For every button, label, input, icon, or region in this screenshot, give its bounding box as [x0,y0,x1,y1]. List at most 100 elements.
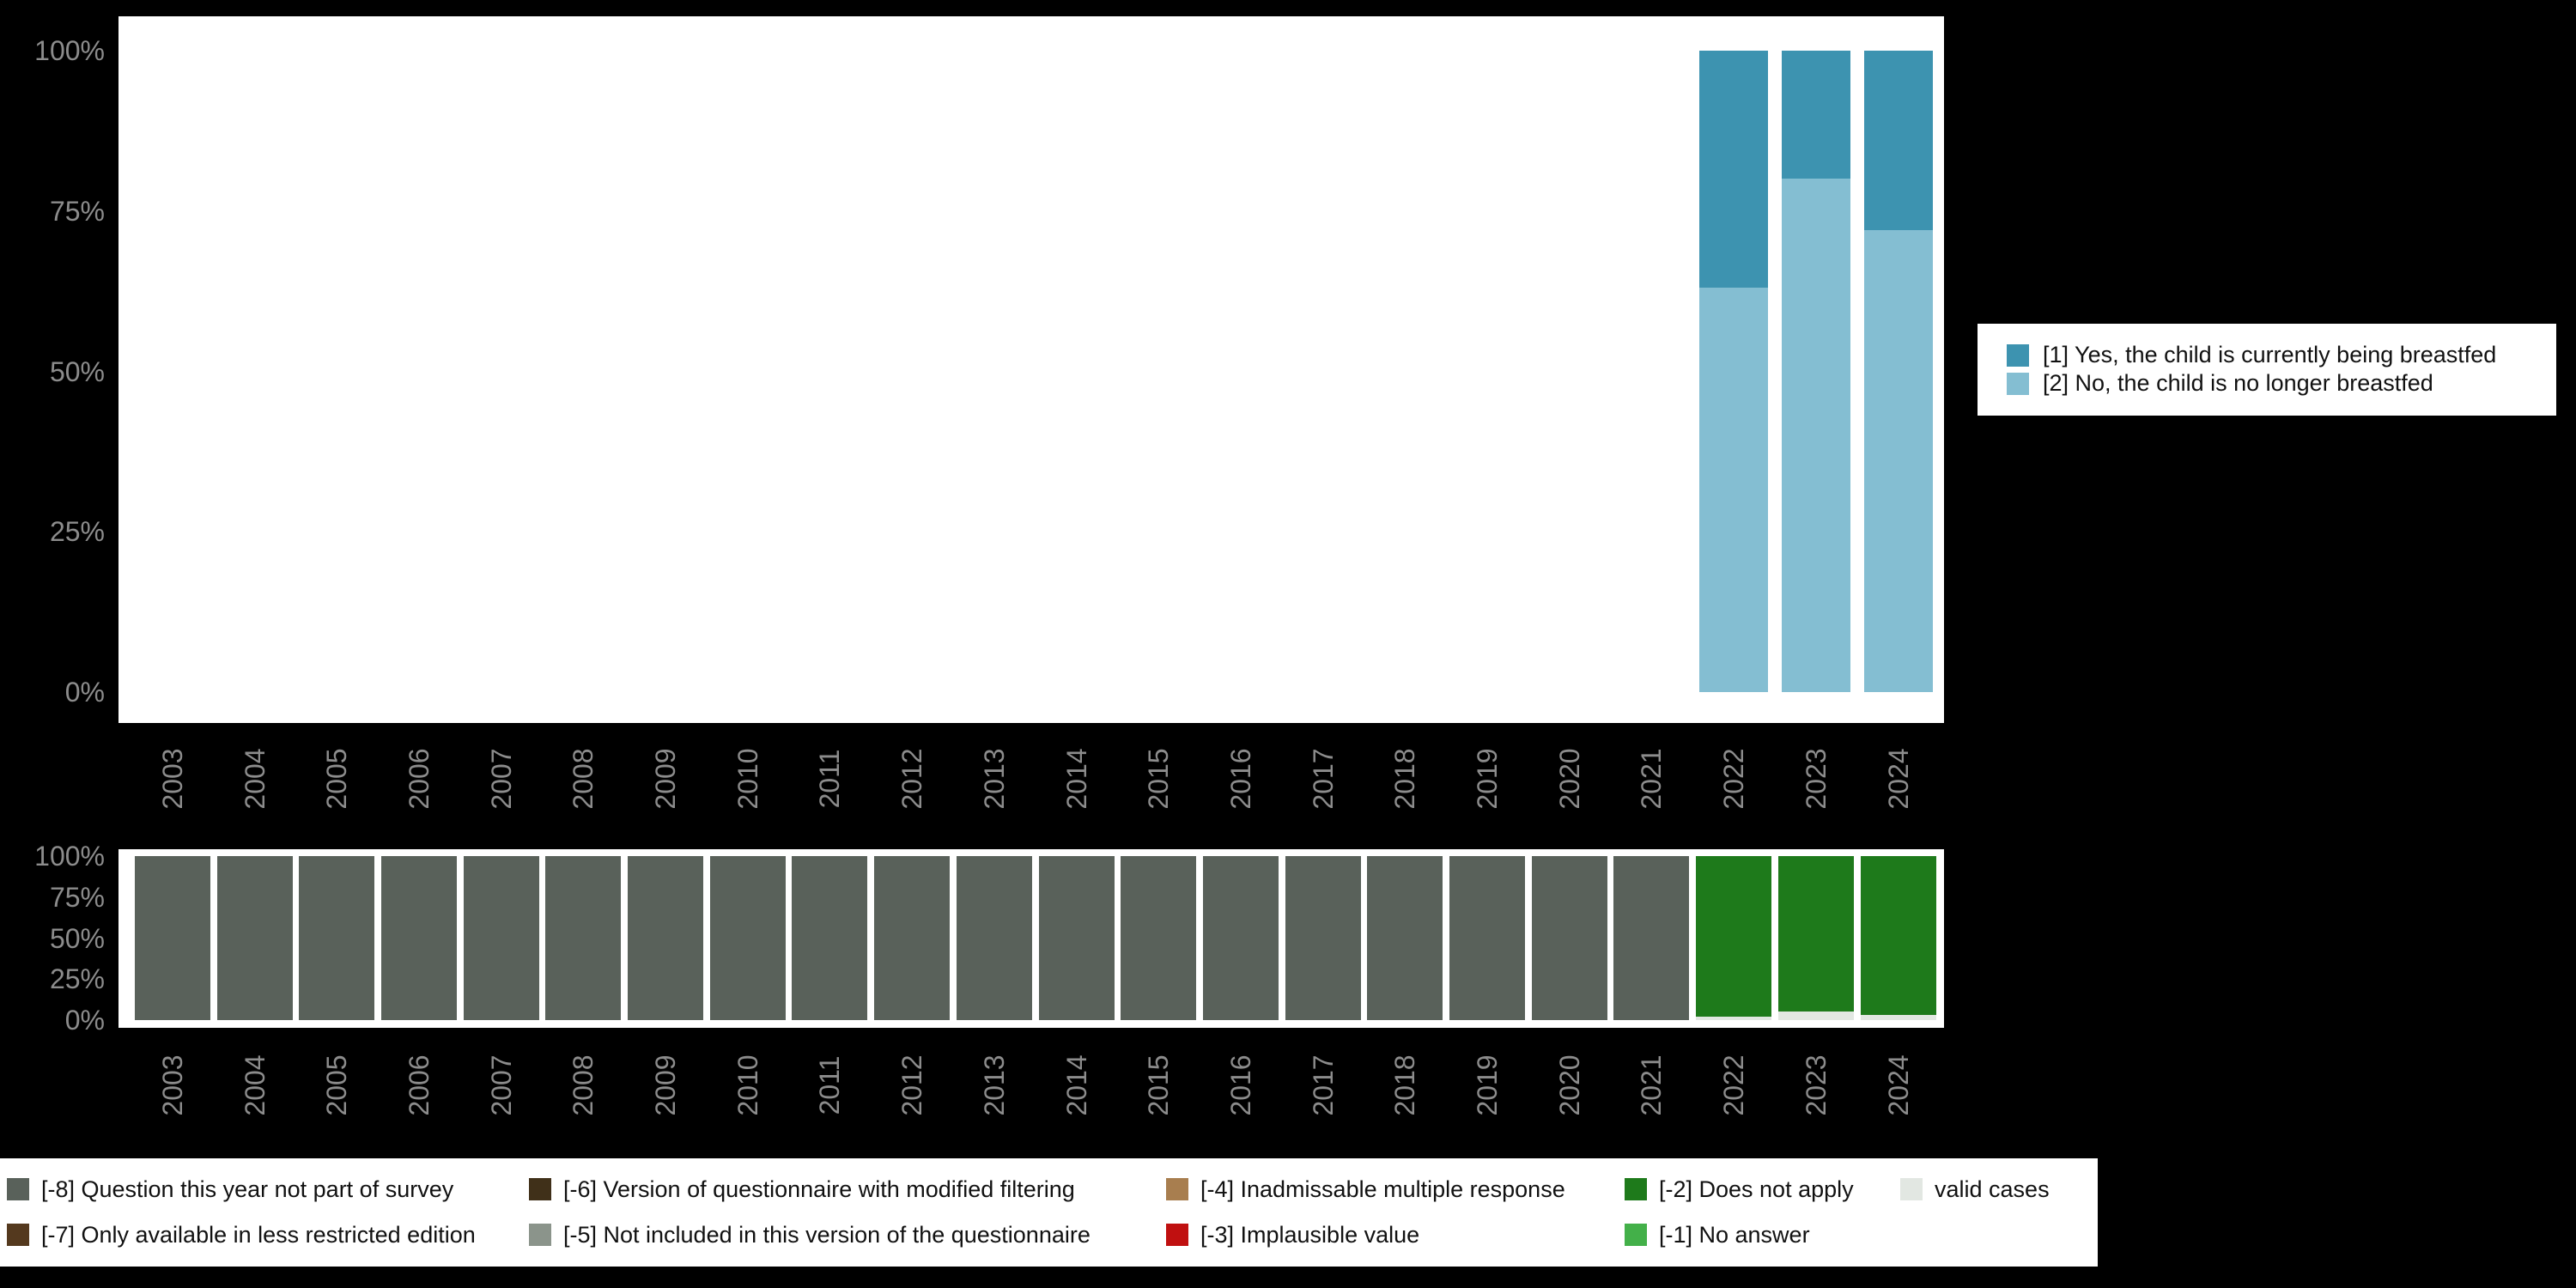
x-tick-label: 2012 [896,748,928,810]
y-tick-label: 75% [49,195,105,227]
y-tick-label: 0% [64,677,105,708]
legend-swatch [1900,1178,1923,1200]
bar-segment-2023[interactable] [1781,51,1850,179]
legend-swatch [529,1178,551,1200]
y-tick-label: 75% [49,881,105,913]
breastfeeding-chart-plot [118,16,1944,723]
bar-segment-2024[interactable] [1860,856,1936,1016]
x-tick-label: 2014 [1060,1054,1092,1116]
x-tick-label: 2004 [239,748,270,810]
x-tick-label: 2006 [403,1054,434,1116]
x-tick-label: 2020 [1553,748,1585,810]
bar-segment-2015[interactable] [1121,856,1197,1020]
bar-segment-2021[interactable] [1613,856,1690,1020]
bar-segment-2024[interactable] [1863,51,1933,231]
bar-segment-2022[interactable] [1699,288,1769,692]
bar-segment-2006[interactable] [380,856,457,1020]
bar-segment-2008[interactable] [545,856,622,1020]
legend-label: [-7] Only available in less restricted e… [41,1221,476,1248]
x-tick-label: 2020 [1553,1054,1585,1116]
x-tick-label: 2008 [568,1054,599,1116]
bar-segment-2012[interactable] [874,856,951,1020]
x-tick-label: 2011 [814,749,846,809]
x-tick-label: 2013 [978,1054,1010,1116]
bar-segment-2023[interactable] [1777,1012,1854,1020]
legend-swatch [529,1224,551,1246]
bar-segment-2022[interactable] [1696,856,1772,1018]
x-tick-label: 2004 [239,1054,270,1116]
legend-label: [-3] Implausible value [1200,1221,1420,1248]
x-tick-label: 2012 [896,1054,928,1116]
x-tick-label: 2015 [1143,1054,1175,1116]
legend-entry: [-3] Implausible value [1166,1214,1625,1255]
x-tick-label: 2017 [1307,1054,1339,1116]
breastfeeding-legend: [1] Yes, the child is currently being br… [1978,324,2556,416]
legend-swatch [1166,1224,1188,1246]
y-tick-label: 100% [34,35,105,66]
bar-segment-2007[interactable] [463,856,539,1020]
bar-segment-2022[interactable] [1699,51,1769,289]
bar-segment-2009[interactable] [628,856,704,1020]
bar-segment-2005[interactable] [299,856,375,1020]
legend-swatch [7,1224,29,1246]
bar-segment-2019[interactable] [1449,856,1526,1020]
x-tick-label: 2019 [1472,748,1504,810]
x-tick-label: 2003 [156,1054,188,1116]
legend-entry: valid cases [1900,1169,2098,1210]
bar-segment-2016[interactable] [1202,856,1279,1020]
y-tick-label: 50% [49,922,105,954]
x-tick-label: 2006 [403,748,434,810]
x-tick-label: 2021 [1636,1054,1668,1116]
bar-segment-2003[interactable] [134,856,210,1020]
x-tick-label: 2021 [1636,748,1668,810]
legend-swatch [1625,1178,1647,1200]
x-tick-label: 2018 [1389,748,1421,810]
bar-segment-2024[interactable] [1863,230,1933,692]
x-tick-label: 2005 [321,748,353,810]
x-tick-label: 2017 [1307,748,1339,810]
legend-label: [-5] Not included in this version of the… [563,1221,1091,1248]
bar-segment-2011[interactable] [792,856,868,1020]
y-tick-label: 25% [49,963,105,995]
bar-segment-2023[interactable] [1777,856,1854,1012]
x-tick-label: 2010 [732,1054,763,1116]
legend-label: [2] No, the child is no longer breastfed [2043,370,2433,396]
bar-segment-2020[interactable] [1531,856,1607,1020]
bar-segment-2022[interactable] [1696,1017,1772,1020]
x-tick-label: 2019 [1472,1054,1504,1116]
legend-swatch [1625,1224,1647,1246]
x-tick-label: 2024 [1882,748,1914,810]
missing-values-legend: [-8] Question this year not part of surv… [0,1158,2098,1267]
legend-entry: [-5] Not included in this version of the… [529,1214,1166,1255]
y-tick-label: 25% [49,516,105,548]
x-tick-label: 2015 [1143,748,1175,810]
x-tick-label: 2023 [1800,1054,1832,1116]
x-tick-label: 2009 [650,1054,682,1116]
legend-label: [-8] Question this year not part of surv… [41,1176,454,1202]
legend-label: [-1] No answer [1659,1221,1810,1248]
x-tick-label: 2013 [978,748,1010,810]
x-tick-label: 2009 [650,748,682,810]
x-tick-label: 2016 [1224,1054,1256,1116]
x-tick-label: 2014 [1060,748,1092,810]
legend-entry[interactable]: [2] No, the child is no longer breastfed [2007,369,2556,398]
bar-segment-2018[interactable] [1367,856,1443,1020]
bar-segment-2004[interactable] [216,856,293,1020]
bar-segment-2017[interactable] [1285,856,1361,1020]
x-tick-label: 2024 [1882,1054,1914,1116]
legend-label: valid cases [1935,1176,2050,1202]
legend-entry: [-8] Question this year not part of surv… [7,1169,529,1210]
legend-entry[interactable]: [1] Yes, the child is currently being br… [2007,341,2556,369]
x-tick-label: 2011 [814,1055,846,1115]
legend-swatch [1166,1178,1188,1200]
legend-entry: [-1] No answer [1625,1214,1900,1255]
legend-swatch [2007,372,2029,395]
bar-segment-2024[interactable] [1860,1015,1936,1020]
x-tick-label: 2007 [485,748,517,810]
bar-segment-2010[interactable] [709,856,786,1020]
bar-segment-2013[interactable] [956,856,1032,1020]
bar-segment-2023[interactable] [1781,179,1850,692]
x-tick-label: 2023 [1800,748,1832,810]
bar-segment-2014[interactable] [1038,856,1115,1020]
